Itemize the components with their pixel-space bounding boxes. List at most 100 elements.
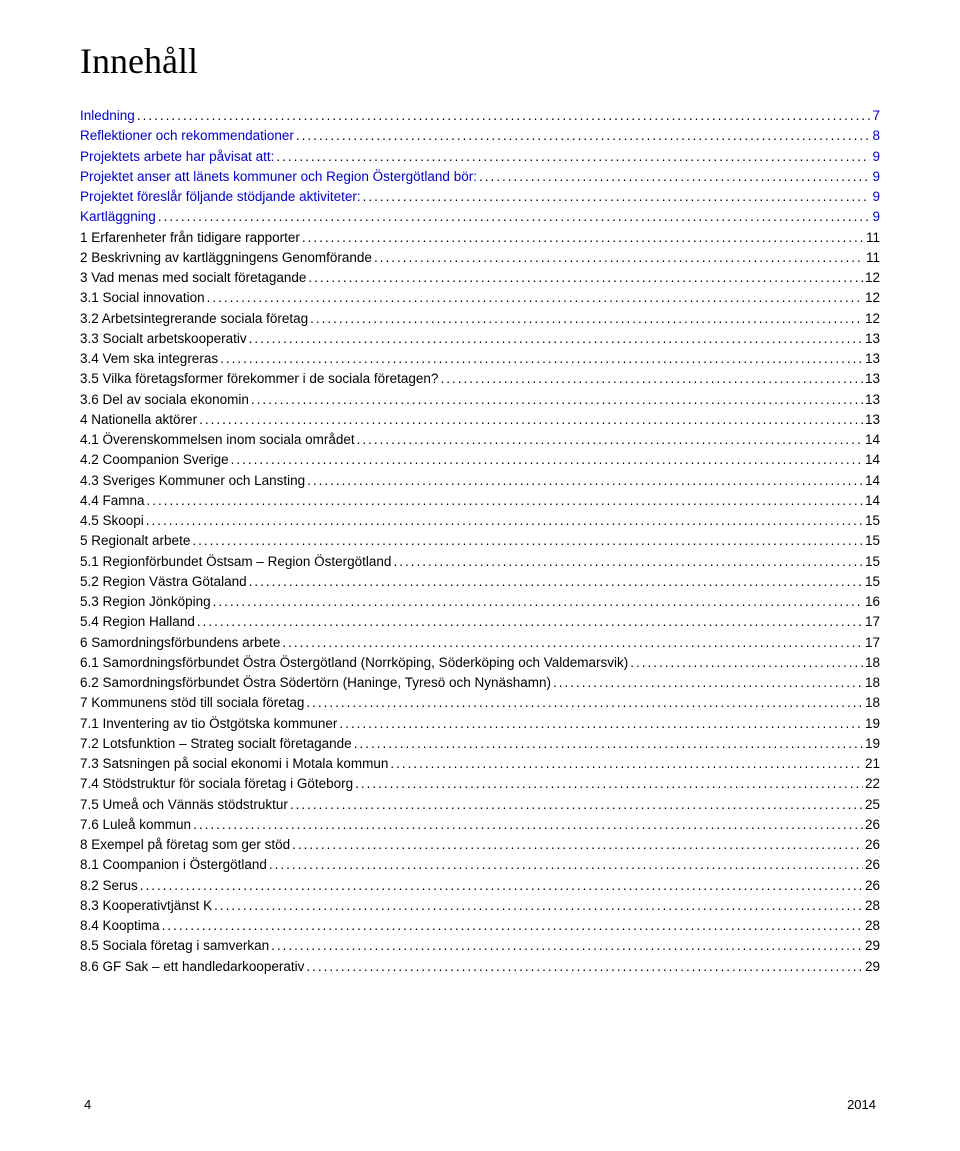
toc-entry-leader [220,349,863,369]
toc-entry-label[interactable]: Reflektioner och rekommendationer [80,126,294,146]
toc-entry-leader [207,288,863,308]
toc-entry-label: 8.3 Kooperativtjänst K [80,896,212,916]
toc-entry-label: 8.2 Serus [80,876,138,896]
toc-entry-label: 5.4 Region Halland [80,612,195,632]
toc-entry-leader [197,612,863,632]
toc-entry-label: 4 Nationella aktörer [80,410,197,430]
toc-entry-leader [251,390,863,410]
toc-entry-page: 17 [865,612,880,632]
toc-entry-page: 28 [865,896,880,916]
toc-entry-page: 18 [865,693,880,713]
toc-entry: 6 Samordningsförbundens arbete17 [80,633,880,653]
toc-entry[interactable]: Inledning 7 [80,106,880,126]
toc-entry-page: 12 [865,309,880,329]
toc-entry-label[interactable]: Inledning [80,106,135,126]
toc-entry-leader [302,228,864,248]
toc-entry-label: 7.2 Lotsfunktion – Strateg socialt föret… [80,734,352,754]
toc-entry: 7 Kommunens stöd till sociala företag18 [80,693,880,713]
toc-entry-page: 22 [865,774,880,794]
toc-entry-page: 13 [865,410,880,430]
toc-entry-label[interactable]: Projektets arbete har påvisat att: [80,147,274,167]
toc-entry: 8.3 Kooperativtjänst K 28 [80,896,880,916]
toc-entry-leader [479,167,871,187]
toc-entry-label: 8.1 Coompanion i Östergötland [80,855,267,875]
toc-entry-page: 15 [865,552,880,572]
toc-entry-leader [296,126,871,146]
toc-entry-page: 29 [865,957,880,977]
toc-entry: 5.3 Region Jönköping 16 [80,592,880,612]
toc-entry-page: 15 [865,531,880,551]
toc-entry-page: 18 [865,673,880,693]
toc-entry: 3.6 Del av sociala ekonomin13 [80,390,880,410]
toc-entry-label[interactable]: Projektet anser att länets kommuner och … [80,167,477,187]
toc-entry: 4.1 Överenskommelsen inom sociala område… [80,430,880,450]
toc-entry: 7.3 Satsningen på social ekonomi i Motal… [80,754,880,774]
toc-entry-page[interactable]: 8 [872,126,880,146]
toc-entry: 5 Regionalt arbete15 [80,531,880,551]
toc-entry-label: 6.2 Samordningsförbundet Östra Södertörn… [80,673,551,693]
toc-entry-leader [355,774,863,794]
toc-entry-leader [158,207,871,227]
toc-entry: 4.5 Skoopi15 [80,511,880,531]
toc-entry-leader [310,309,863,329]
toc-entry-label: 3.1 Social innovation [80,288,205,308]
toc-entry: 4.4 Famna14 [80,491,880,511]
toc-entry-leader [249,329,863,349]
toc-entry-label: 7.3 Satsningen på social ekonomi i Motal… [80,754,388,774]
toc-entry-leader [193,815,863,835]
toc-entry-leader [374,248,864,268]
toc-entry-label: 4.1 Överenskommelsen inom sociala område… [80,430,355,450]
toc-entry-page: 25 [865,795,880,815]
toc-entry: 6.2 Samordningsförbundet Östra Södertörn… [80,673,880,693]
footer-page-number: 4 [84,1097,91,1112]
toc-entry-label[interactable]: Kartläggning [80,207,156,227]
toc-entry: 8.1 Coompanion i Östergötland26 [80,855,880,875]
toc-entry[interactable]: Reflektioner och rekommendationer 8 [80,126,880,146]
toc-entry-label: 3.3 Socialt arbetskooperativ [80,329,247,349]
toc-entry-page: 13 [865,369,880,389]
toc-entry-label: 8.4 Kooptima [80,916,160,936]
toc-entry-page[interactable]: 9 [872,167,880,187]
toc-entry-leader [390,754,863,774]
toc-entry-leader [146,511,863,531]
toc-entry-label: 4.3 Sveriges Kommuner och Lansting [80,471,305,491]
toc-entry[interactable]: Kartläggning 9 [80,207,880,227]
toc-entry-label: 5.3 Region Jönköping [80,592,211,612]
toc-entry-label: 7.4 Stödstruktur för sociala företag i G… [80,774,353,794]
toc-entry-leader [282,633,863,653]
toc-entry-page: 13 [865,329,880,349]
toc-entry-page[interactable]: 9 [872,207,880,227]
toc-entry[interactable]: Projektets arbete har påvisat att: 9 [80,147,880,167]
toc-entry-leader [214,896,863,916]
toc-entry-page[interactable]: 9 [872,187,880,207]
toc-entry: 3.4 Vem ska integreras13 [80,349,880,369]
toc-entry-leader [354,734,863,754]
toc-entry: 8.6 GF Sak – ett handledarkooperativ29 [80,957,880,977]
toc-entry[interactable]: Projektet föreslår följande stödjande ak… [80,187,880,207]
toc-entry-page: 11 [866,228,880,248]
toc-entry-leader [306,693,863,713]
toc-entry-page: 18 [865,653,880,673]
toc-entry-page: 26 [865,876,880,896]
toc-entry-page: 16 [865,592,880,612]
toc-entry: 5.4 Region Halland 17 [80,612,880,632]
toc-entry-label[interactable]: Projektet föreslår följande stödjande ak… [80,187,361,207]
toc-entry-leader [213,592,863,612]
toc-entry: 8.5 Sociala företag i samverkan29 [80,936,880,956]
toc-entry-page: 19 [865,734,880,754]
page-footer: 4 2014 [80,1097,880,1112]
toc-entry-page: 15 [865,572,880,592]
toc-entry-page[interactable]: 7 [872,106,880,126]
toc-entry-page: 11 [866,248,880,268]
toc-entry[interactable]: Projektet anser att länets kommuner och … [80,167,880,187]
toc-entry-page: 14 [865,430,880,450]
toc-entry: 1 Erfarenheter från tidigare rapporter11 [80,228,880,248]
toc-entry-label: 5.1 Regionförbundet Östsam – Region Öste… [80,552,391,572]
toc-entry: 3.5 Vilka företagsformer förekommer i de… [80,369,880,389]
toc-entry-leader [290,795,863,815]
toc-entry: 7.1 Inventering av tio Östgötska kommune… [80,714,880,734]
toc-entry-page[interactable]: 9 [872,147,880,167]
toc-entry-leader [307,471,863,491]
toc-entry-page: 14 [865,491,880,511]
toc-entry-page: 14 [865,450,880,470]
